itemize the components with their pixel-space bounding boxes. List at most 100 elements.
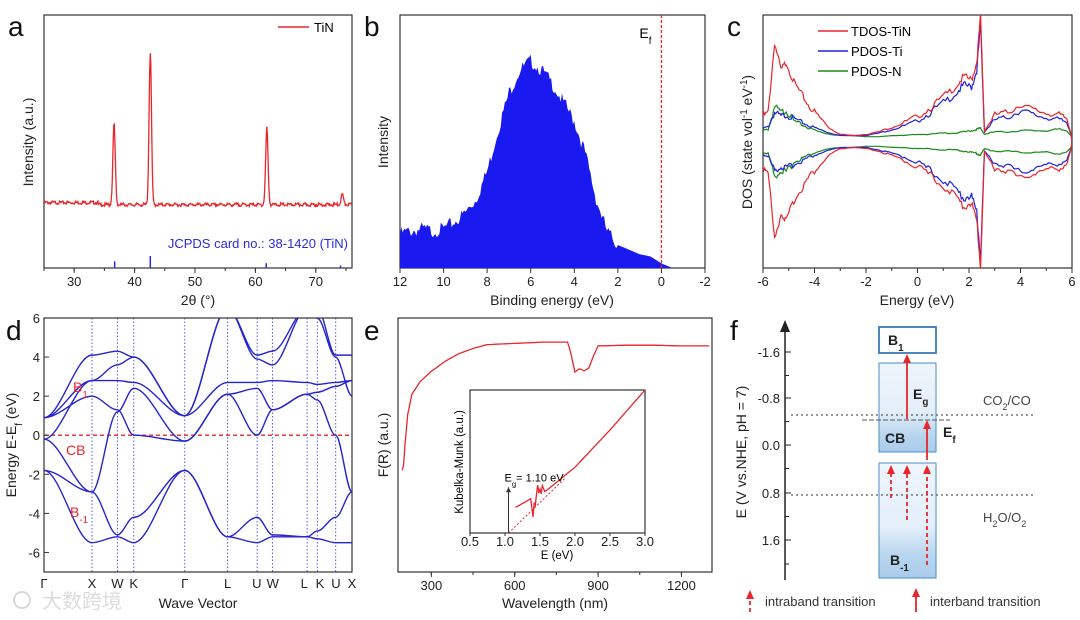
dos-series-tdos-tin-down [763,141,1072,268]
panel-e-x-tick-label: 1200 [667,578,696,593]
fermi-label-sub: f [952,435,956,446]
panel-e-x-tick-label: 600 [504,578,526,593]
panel-e-ylabel: F(R) (a.u.) [375,413,391,478]
panel-label-b: b [364,11,380,42]
inset-x-tick-label: 3.0 [636,534,654,549]
panel-label-f: f [730,315,738,346]
panel-b-x-tick-label: 4 [571,274,578,289]
panel-c-ylabel-sup: -1 [739,109,750,118]
co2-co-label: CO2/CO [983,393,1031,412]
watermark-text: 大数跨境 [42,589,122,613]
panel-label-d: d [6,315,22,346]
panel-a-xlabel: 2θ (°) [181,292,215,308]
panel-d-y-tick-label: 2 [33,389,40,404]
panel-d-ylabel-part: Energy E-E [3,426,19,498]
interband-dashed-arrow-head-icon [923,465,931,474]
band-label-b-1-part: B [70,504,79,520]
band-0 [44,469,352,544]
inset-x-tick-label: 2.0 [566,534,584,549]
box-label-b-1-part: B [890,552,900,568]
panel-c-ylabel-part: DOS (state vol [739,118,755,209]
panel-c-ylabel-part: ) [739,75,755,80]
axis-arrow-icon [780,320,790,332]
kpoint-label: W [111,576,124,591]
band-6 [44,318,352,440]
co2-co-label-part: CO [983,393,1003,408]
panel-f-ylabel: E (V vs.NHE, pH = 7) [733,386,749,519]
panel-e-frame [397,317,713,573]
kpoint-label: Γ [40,576,47,591]
panel-f-y-tick-label: 0.8 [762,486,780,501]
panel-b-x-tick-label: 6 [527,274,534,289]
h2o-o2-label-part: H [983,510,992,525]
kubelka-munk-series [515,389,646,518]
dos-series-pdos-ti-up [763,23,1072,142]
panel-label-a: a [8,11,24,42]
panel-e-xlabel: Wavelength (nm) [502,595,608,611]
kpoint-label: Γ [181,576,188,591]
panel-c-x-tick-label: 0 [914,274,921,289]
box-label-b-1-sub: -1 [900,563,909,574]
co2-co-label-sub: 2 [1003,402,1008,412]
panel-d-ylabel-part: (eV) [3,393,19,423]
inset-x-tick-label: 1.5 [531,534,549,549]
box-label-b1: B1 [888,332,904,354]
panel-b-x-tick-label: 8 [484,274,491,289]
band-1 [44,469,352,538]
panel-label-e: e [364,315,380,346]
band-label-b-1: B-1 [70,504,88,526]
box-label-cb: CB [885,430,905,446]
legend-intraband-icon-head-icon [746,590,754,599]
dos-series-pdos-n-up [763,104,1072,142]
panel-a-x-tick-label: 60 [248,274,262,289]
kpoint-label: W [267,576,280,591]
legend-interband-label: interband transition [930,594,1041,609]
inset-ylabel: Kubelka-Munk (a.u.) [454,410,466,514]
kpoint-label: K [129,576,138,591]
band-4 [44,379,352,419]
fermi-label: Ef [943,424,956,446]
fermi-level-label: Ef [639,25,651,47]
band-3 [44,379,352,442]
panel-a-frame [43,14,353,269]
legend-label-pdos-n: PDOS-N [851,64,902,79]
legend-label-pdos-ti: PDOS-Ti [851,44,903,59]
bandgap-label-part: E [913,386,922,402]
band-5 [44,318,352,419]
inset-x-tick-label: 2.5 [601,534,619,549]
bandgap-label: Eg= 1.10 eV [505,473,565,489]
xrd-series-tin [44,53,352,209]
panel-d-ylabel: Energy E-Ef (eV) [3,393,25,498]
inset-xlabel: E (eV) [541,550,574,562]
panel-f-y-tick-label: 1.6 [762,533,780,548]
panel-d-y-tick-label: 4 [33,350,40,365]
panel-b-x-tick-label: 0 [658,274,665,289]
kpoint-label: X [348,576,357,591]
panel-b-ylabel: Intensity [375,116,391,168]
panel-b-x-tick-label: -2 [699,274,711,289]
band-label-b1-part: B [73,379,82,395]
panel-a-x-tick-label: 70 [309,274,323,289]
intraband-arrow-1-head-icon [887,465,895,474]
kpoint-label: U [252,576,261,591]
kpoint-label: L [224,576,231,591]
panel-c-x-tick-label: -4 [809,274,821,289]
panel-c-x-tick-label: 6 [1068,274,1075,289]
kpoint-label: K [316,576,325,591]
panel-f-y-tick-label: -1.6 [758,345,780,360]
panel-c-x-tick-label: 2 [965,274,972,289]
panel-d-y-tick-label: 0 [33,428,40,443]
bandgap-label: Eg [913,386,928,408]
band-box-b1 [878,326,937,354]
legend-interband-icon-head-icon [912,588,920,597]
kpoint-label: X [88,576,97,591]
panel-e-x-tick-label: 900 [587,578,609,593]
panel-a-x-tick-label: 30 [67,274,81,289]
tauc-fit-line [508,478,565,534]
panel-f-y-tick-label: -0.8 [758,391,780,406]
fermi-level-label-sub: f [649,36,652,47]
h2o-o2-label: H2O/O2 [983,510,1026,529]
panel-c-frame [762,14,1073,269]
panel-b-x-tick-label: 10 [436,274,450,289]
co2-co-label-part: /CO [1008,393,1031,408]
